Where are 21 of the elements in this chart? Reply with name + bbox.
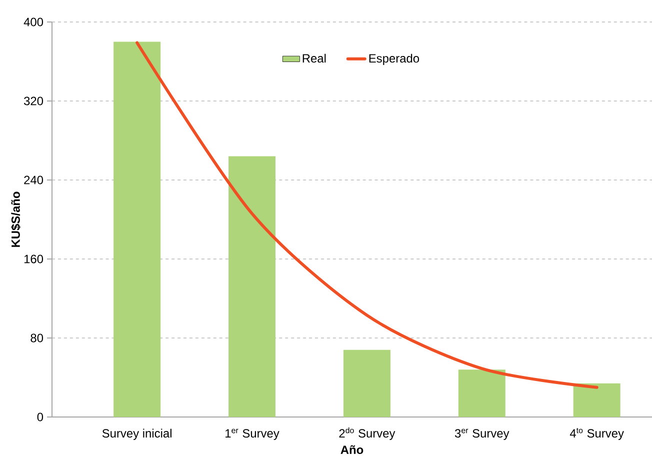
x-tick-label: Survey inicial xyxy=(102,428,172,440)
x-tick-label: 4$^{to}$ Survey xyxy=(570,428,624,440)
x-tick-label: 1$^{er}$ Survey xyxy=(226,428,280,440)
y-axis-title: KU$S/año xyxy=(10,192,21,247)
bar xyxy=(228,156,276,417)
x-tick-label: 3$^{er}$ Survey xyxy=(454,428,510,440)
x-tick-label: 2$^{do}$ Survey xyxy=(339,427,396,440)
x-axis-title: Año xyxy=(340,445,364,454)
bar xyxy=(114,42,161,417)
line-series xyxy=(136,41,598,389)
y-tick-label: 400 xyxy=(24,18,44,26)
legend-label: Esperado xyxy=(369,54,420,65)
bar xyxy=(343,350,390,417)
y-tick-label: 320 xyxy=(24,96,44,106)
bar xyxy=(458,370,506,417)
legend-label: Real xyxy=(302,54,326,63)
y-tick-label: 160 xyxy=(24,254,44,264)
y-tick-label: 0 xyxy=(37,412,44,422)
bar xyxy=(573,383,620,417)
y-tick-label: 80 xyxy=(30,334,44,342)
y-tick-label: 240 xyxy=(24,176,44,184)
